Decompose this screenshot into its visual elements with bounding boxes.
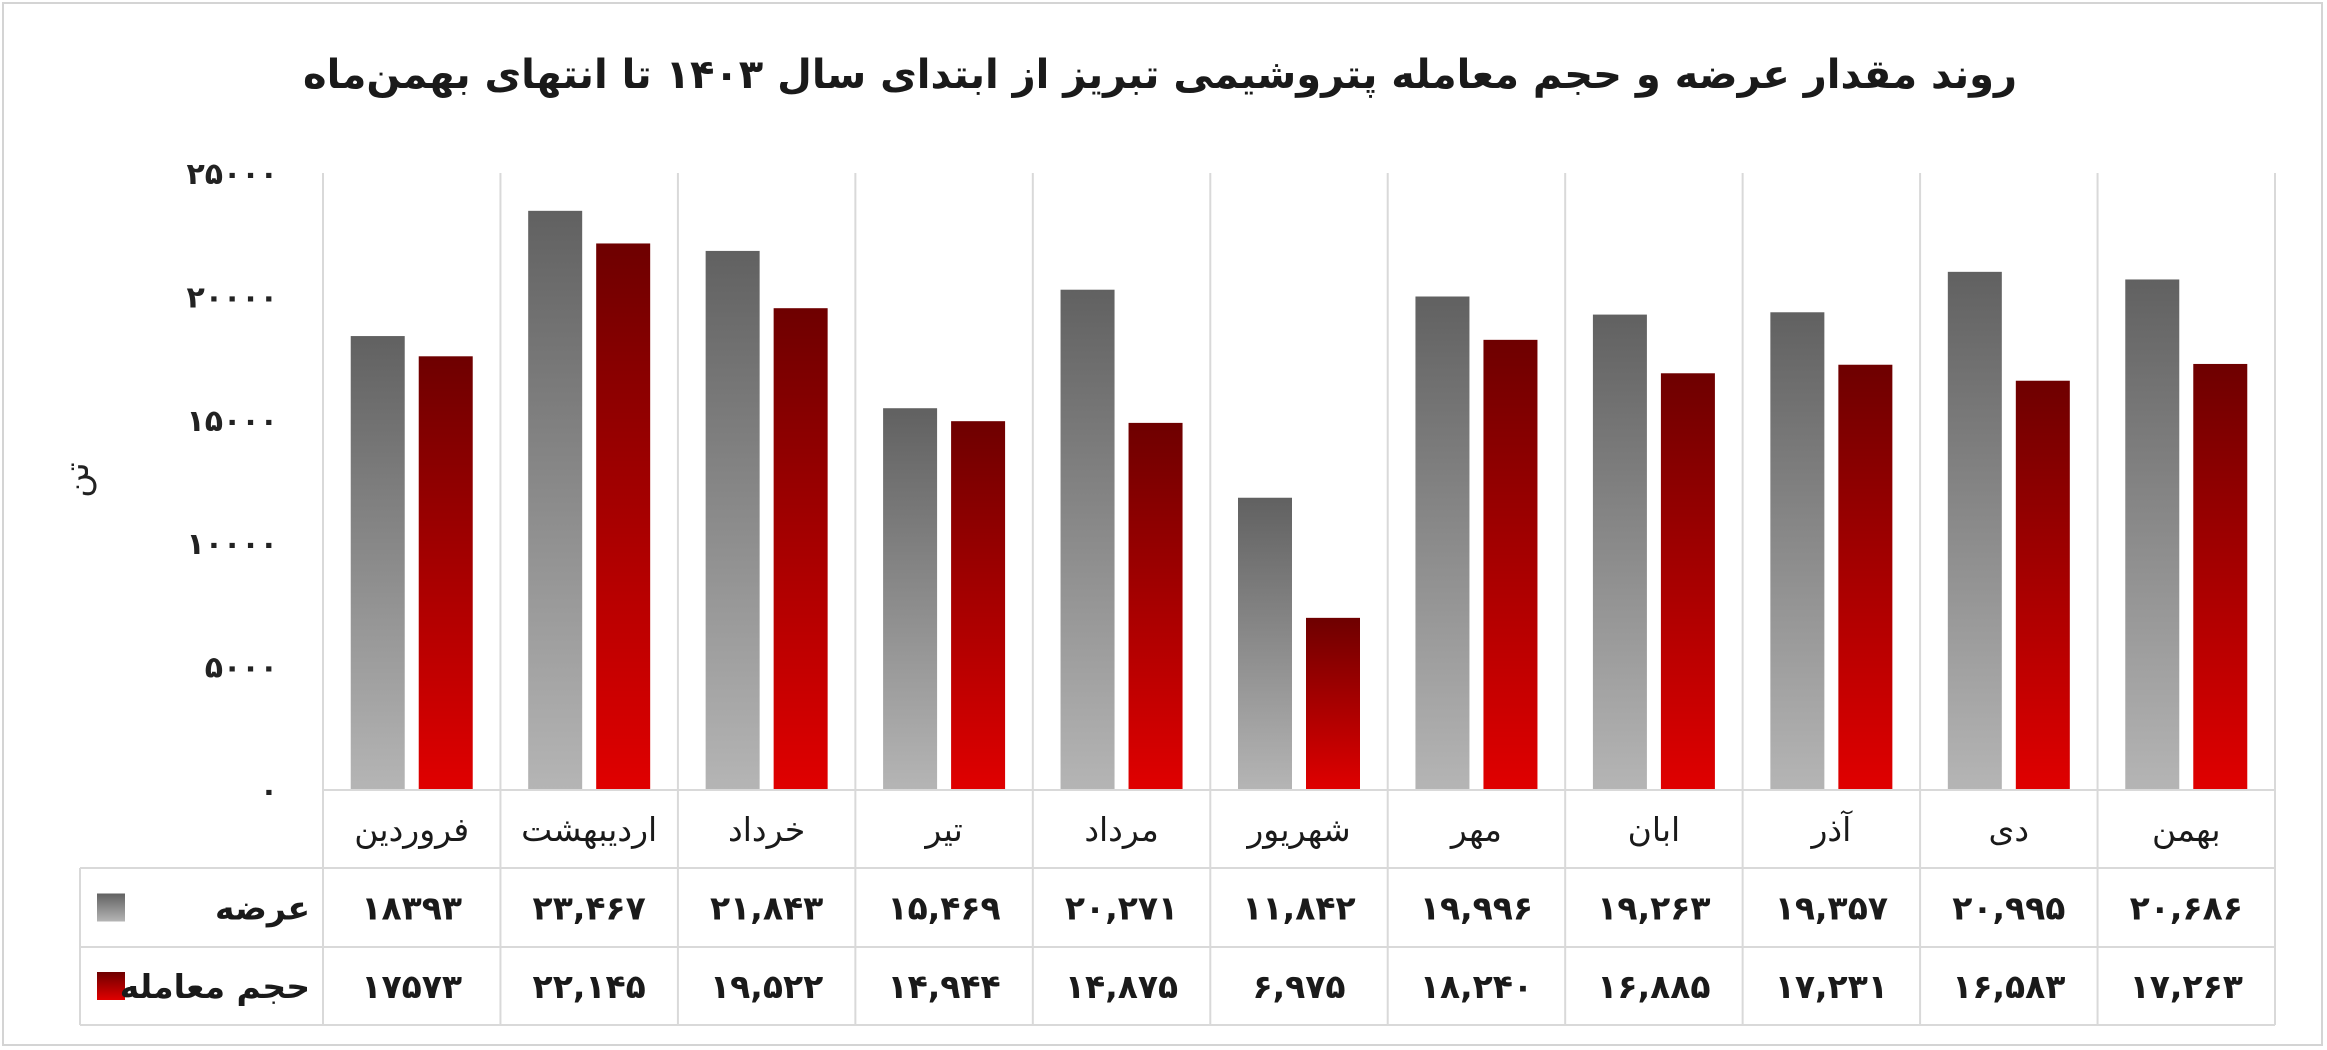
data-label: ۲۰,۲۷۱ bbox=[1065, 889, 1178, 928]
x-tick-label: فروردین bbox=[354, 810, 469, 849]
data-label: ۲۰,۹۹۵ bbox=[1952, 889, 2065, 928]
data-label: ۱۷,۲۳۱ bbox=[1775, 967, 1888, 1006]
x-tick-label: دی bbox=[1989, 810, 2030, 849]
bar-trade-volume bbox=[1838, 364, 1893, 790]
x-tick-label: اردیبهشت bbox=[521, 810, 657, 849]
data-label: ۱۷۵۷۳ bbox=[361, 967, 462, 1006]
x-tick-label: مهر bbox=[1449, 810, 1502, 849]
data-label: ۱۴,۸۷۵ bbox=[1065, 967, 1178, 1006]
bar-supply bbox=[883, 408, 938, 790]
bar-supply bbox=[1238, 497, 1292, 790]
x-tick-label: مرداد bbox=[1084, 810, 1158, 849]
x-tick-label: خرداد bbox=[728, 810, 805, 849]
data-label: ۱۵,۴۶۹ bbox=[887, 889, 1000, 928]
bar-supply bbox=[1770, 312, 1825, 790]
y-tick-label: ۱۵۰۰۰ bbox=[186, 404, 278, 439]
data-label: ۲۱,۸۴۳ bbox=[710, 889, 823, 928]
bar-supply bbox=[2125, 279, 2180, 790]
bar-supply bbox=[705, 250, 760, 790]
chart-title: روند مقدار عرضه و حجم معامله پتروشیمی تب… bbox=[303, 52, 2017, 98]
y-tick-label: ۲۰۰۰۰ bbox=[186, 280, 278, 315]
legend-swatch-supply bbox=[97, 893, 125, 922]
data-label: ۱۹,۵۲۲ bbox=[710, 967, 823, 1006]
data-label: ۱۸,۲۴۰ bbox=[1420, 967, 1533, 1006]
data-label: ۱۹,۹۹۶ bbox=[1420, 889, 1533, 928]
y-tick-label: ۲۵۰۰۰ bbox=[186, 157, 278, 192]
y-tick-label: ۰ bbox=[260, 774, 278, 809]
bar-trade-volume bbox=[2015, 380, 2070, 790]
bar-supply bbox=[528, 210, 583, 790]
x-tick-label: بهمن bbox=[2152, 810, 2221, 849]
bar-trade-volume bbox=[1483, 339, 1538, 790]
y-axis-label: تن bbox=[57, 462, 97, 497]
bar-trade-volume bbox=[418, 356, 473, 790]
y-tick-label: ۵۰۰۰ bbox=[205, 651, 278, 686]
x-tick-label: تیر bbox=[923, 810, 962, 849]
x-tick-label: ابان bbox=[1628, 810, 1681, 849]
legend-label: حجم معامله bbox=[120, 967, 310, 1006]
bar-trade-volume bbox=[1306, 617, 1360, 790]
y-tick-label: ۱۰۰۰۰ bbox=[186, 527, 278, 562]
data-label: ۱۷,۲۶۳ bbox=[2130, 967, 2243, 1006]
data-label: ۱۶,۵۸۳ bbox=[1952, 967, 2065, 1006]
data-label: ۱۴,۹۴۴ bbox=[887, 967, 1000, 1006]
data-label: ۲۲,۱۴۵ bbox=[533, 967, 646, 1006]
data-label: ۱۱,۸۴۲ bbox=[1242, 889, 1355, 928]
bar-supply bbox=[1060, 289, 1115, 790]
data-label: ۶,۹۷۵ bbox=[1252, 967, 1345, 1006]
bar-trade-volume bbox=[596, 243, 651, 790]
x-tick-label: آذر bbox=[1809, 810, 1853, 849]
data-table: فروردین اردیبهشت خرداد تیر مرداد شهریور مهر ابا… bbox=[79, 173, 2276, 1026]
bar-trade-volume bbox=[1660, 373, 1715, 790]
bar-trade-volume bbox=[2193, 363, 2248, 790]
bar-supply bbox=[350, 336, 405, 790]
data-label: ۲۰,۶۸۶ bbox=[2130, 889, 2243, 928]
legend-swatch-trade-volume bbox=[97, 972, 125, 1000]
x-tick-label: شهریور bbox=[1245, 810, 1350, 849]
data-label: ۱۶,۸۸۵ bbox=[1597, 967, 1710, 1006]
data-label: ۲۳,۴۶۷ bbox=[533, 889, 646, 928]
bar-supply bbox=[1947, 271, 2002, 791]
bar-trade-volume bbox=[951, 421, 1006, 790]
data-label: ۱۹,۲۶۳ bbox=[1597, 889, 1710, 928]
bars bbox=[350, 210, 2248, 791]
data-label: ۱۹,۳۵۷ bbox=[1775, 889, 1888, 928]
bar-trade-volume bbox=[773, 308, 828, 790]
bar-supply bbox=[1415, 296, 1470, 790]
legend-label: عرضه bbox=[215, 889, 310, 929]
bar-supply bbox=[1592, 314, 1647, 790]
bar-trade-volume bbox=[1128, 422, 1183, 790]
data-label: ۱۸۳۹۳ bbox=[361, 889, 462, 928]
y-axis-ticks: ۰ ۵۰۰۰ ۱۰۰۰۰ ۱۵۰۰۰ ۲۰۰۰۰ ۲۵۰۰۰ bbox=[186, 157, 278, 809]
